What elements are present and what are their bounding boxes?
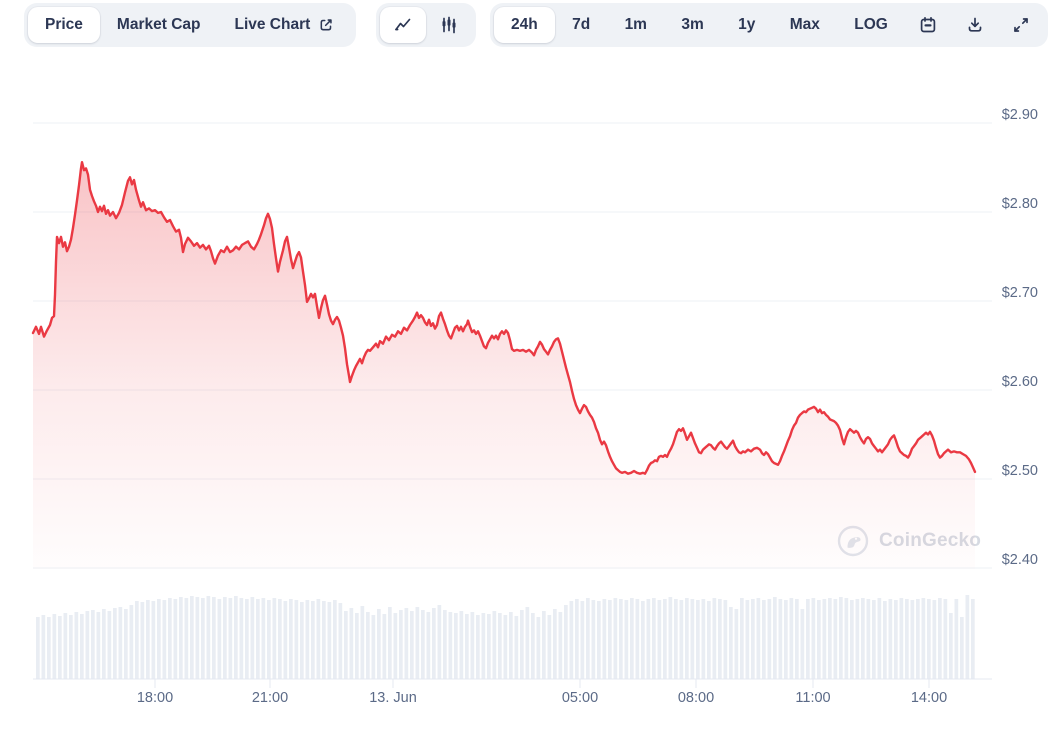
range-7d[interactable]: 7d (555, 7, 607, 43)
price-chart-area[interactable]: CoinGecko $2.90$2.80$2.70$2.60$2.50$2.40… (0, 47, 1048, 730)
svg-text:08:00: 08:00 (678, 690, 714, 706)
calendar-icon (920, 16, 936, 33)
range-3m[interactable]: 3m (664, 7, 720, 43)
x-axis: 18:00 21:00 13. Jun 05:00 08:00 11:00 14:00 (33, 678, 992, 706)
line-chart-type-button[interactable] (380, 7, 426, 43)
svg-text:$2.70: $2.70 (1002, 285, 1038, 301)
svg-text:21:00: 21:00 (252, 690, 288, 706)
candlestick-icon (442, 16, 456, 34)
range-1y[interactable]: 1y (721, 7, 772, 43)
chart-type-group (376, 3, 476, 47)
chart-toolbar: Price Market Cap Live Chart 24h 7 (0, 3, 1048, 47)
live-chart-label: Live Chart (234, 16, 311, 33)
svg-text:$2.40: $2.40 (1002, 552, 1038, 568)
range-1m[interactable]: 1m (608, 7, 664, 43)
metric-tab-group: Price Market Cap Live Chart (24, 3, 357, 47)
external-link-icon (320, 19, 333, 31)
volume-bars (36, 595, 975, 679)
svg-text:13. Jun: 13. Jun (369, 690, 417, 706)
candlestick-chart-type-button[interactable] (426, 7, 472, 43)
range-max[interactable]: Max (773, 7, 837, 43)
calendar-button[interactable] (905, 7, 951, 43)
price-area (33, 162, 975, 569)
svg-text:$2.90: $2.90 (1002, 107, 1038, 123)
download-icon (968, 17, 981, 32)
svg-text:$2.50: $2.50 (1002, 463, 1038, 479)
svg-text:$2.80: $2.80 (1002, 196, 1038, 212)
download-button[interactable] (952, 7, 998, 43)
expand-icon (1014, 18, 1028, 32)
tab-market-cap[interactable]: Market Cap (100, 7, 218, 43)
line-chart-icon (395, 18, 411, 31)
expand-button[interactable] (998, 7, 1044, 43)
svg-text:$2.60: $2.60 (1002, 374, 1038, 390)
price-line (31, 161, 977, 475)
svg-text:11:00: 11:00 (795, 690, 830, 706)
tab-price[interactable]: Price (28, 7, 100, 43)
svg-text:05:00: 05:00 (562, 690, 598, 706)
svg-text:18:00: 18:00 (137, 690, 173, 706)
y-axis-labels: $2.90 $2.80 $2.70 $2.60 $2.50 $2.40 (1002, 107, 1038, 568)
time-range-group: 24h 7d 1m 3m 1y Max LOG (490, 3, 1048, 47)
range-24h[interactable]: 24h (494, 7, 555, 43)
svg-text:14:00: 14:00 (911, 690, 947, 706)
live-chart-link[interactable]: Live Chart (217, 7, 352, 43)
log-scale-toggle[interactable]: LOG (837, 7, 905, 43)
